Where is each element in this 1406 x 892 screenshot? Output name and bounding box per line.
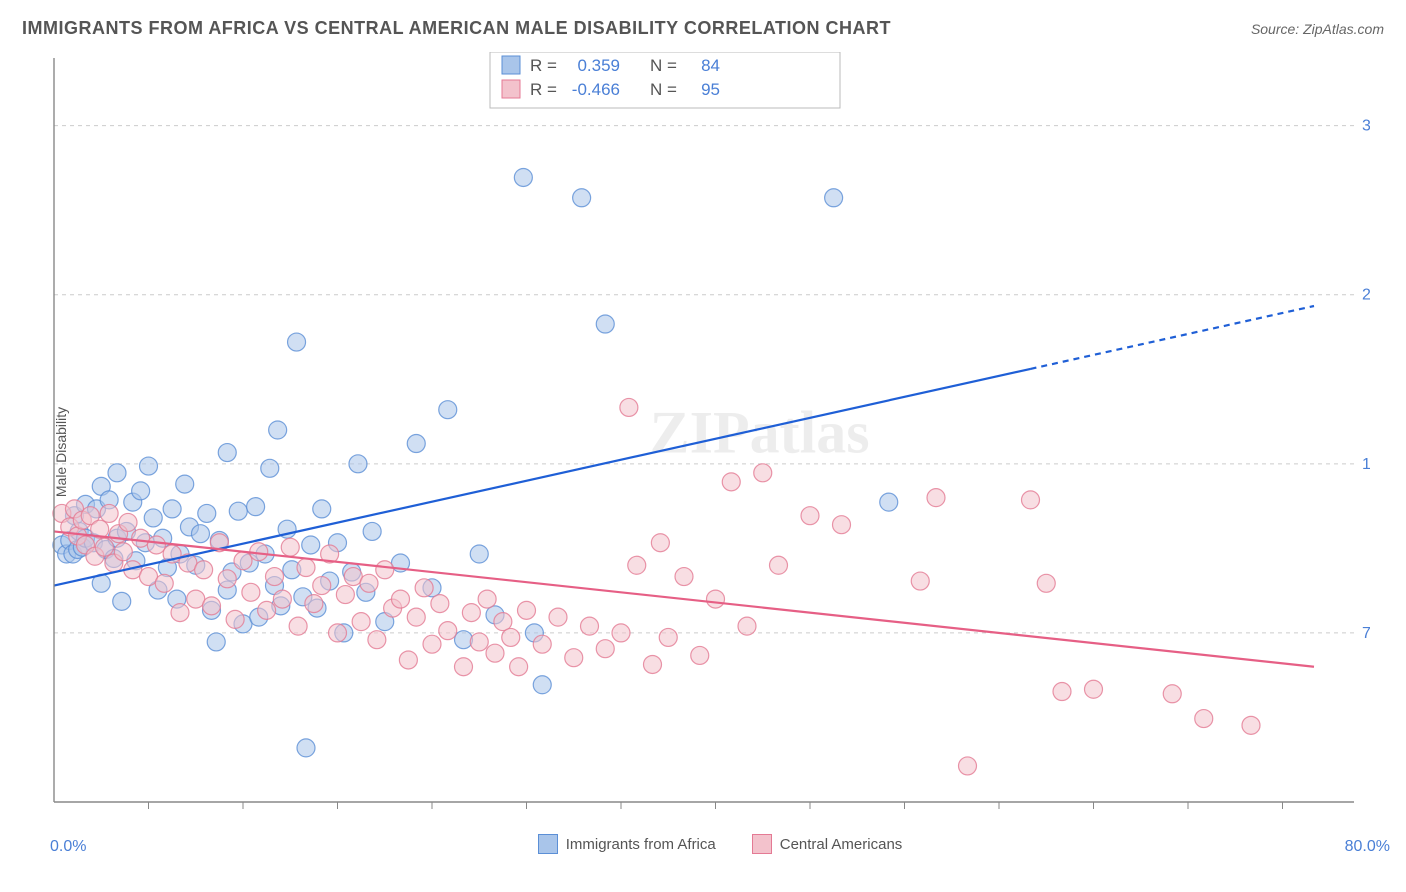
chart-header: IMMIGRANTS FROM AFRICA VS CENTRAL AMERIC… (0, 0, 1406, 47)
legend-swatch-icon (538, 834, 558, 854)
chart-area: Male Disability 7.5% 15.0% 22.5% 30.0% ZIPat… (50, 52, 1390, 852)
legend-label: Immigrants from Africa (566, 836, 716, 853)
svg-text:84: 84 (701, 56, 720, 75)
svg-text:R =: R = (530, 56, 557, 75)
svg-text:R =: R = (530, 80, 557, 99)
svg-text:22.5%: 22.5% (1362, 287, 1370, 304)
svg-text:95: 95 (701, 80, 720, 99)
bottom-legend: Immigrants from Africa Central Americans (50, 834, 1390, 854)
legend-label: Central Americans (780, 836, 903, 853)
svg-text:15.0%: 15.0% (1362, 456, 1370, 473)
scatter-chart-svg: 7.5% 15.0% 22.5% 30.0% ZIPatlas R = 0.359 N = 84… (50, 52, 1370, 832)
svg-text:N =: N = (650, 80, 677, 99)
y-axis-label: Male Disability (53, 407, 69, 497)
source-attribution: Source: ZipAtlas.com (1251, 21, 1384, 37)
svg-text:7.5%: 7.5% (1362, 625, 1370, 642)
svg-text:0.359: 0.359 (577, 56, 620, 75)
legend-item-central-american: Central Americans (752, 834, 903, 854)
chart-title: IMMIGRANTS FROM AFRICA VS CENTRAL AMERIC… (22, 18, 891, 39)
svg-text:ZIPatlas: ZIPatlas (650, 400, 870, 466)
legend-swatch-icon (752, 834, 772, 854)
legend-item-africa: Immigrants from Africa (538, 834, 716, 854)
svg-text:-0.466: -0.466 (572, 80, 620, 99)
svg-text:30.0%: 30.0% (1362, 118, 1370, 135)
svg-text:N =: N = (650, 56, 677, 75)
